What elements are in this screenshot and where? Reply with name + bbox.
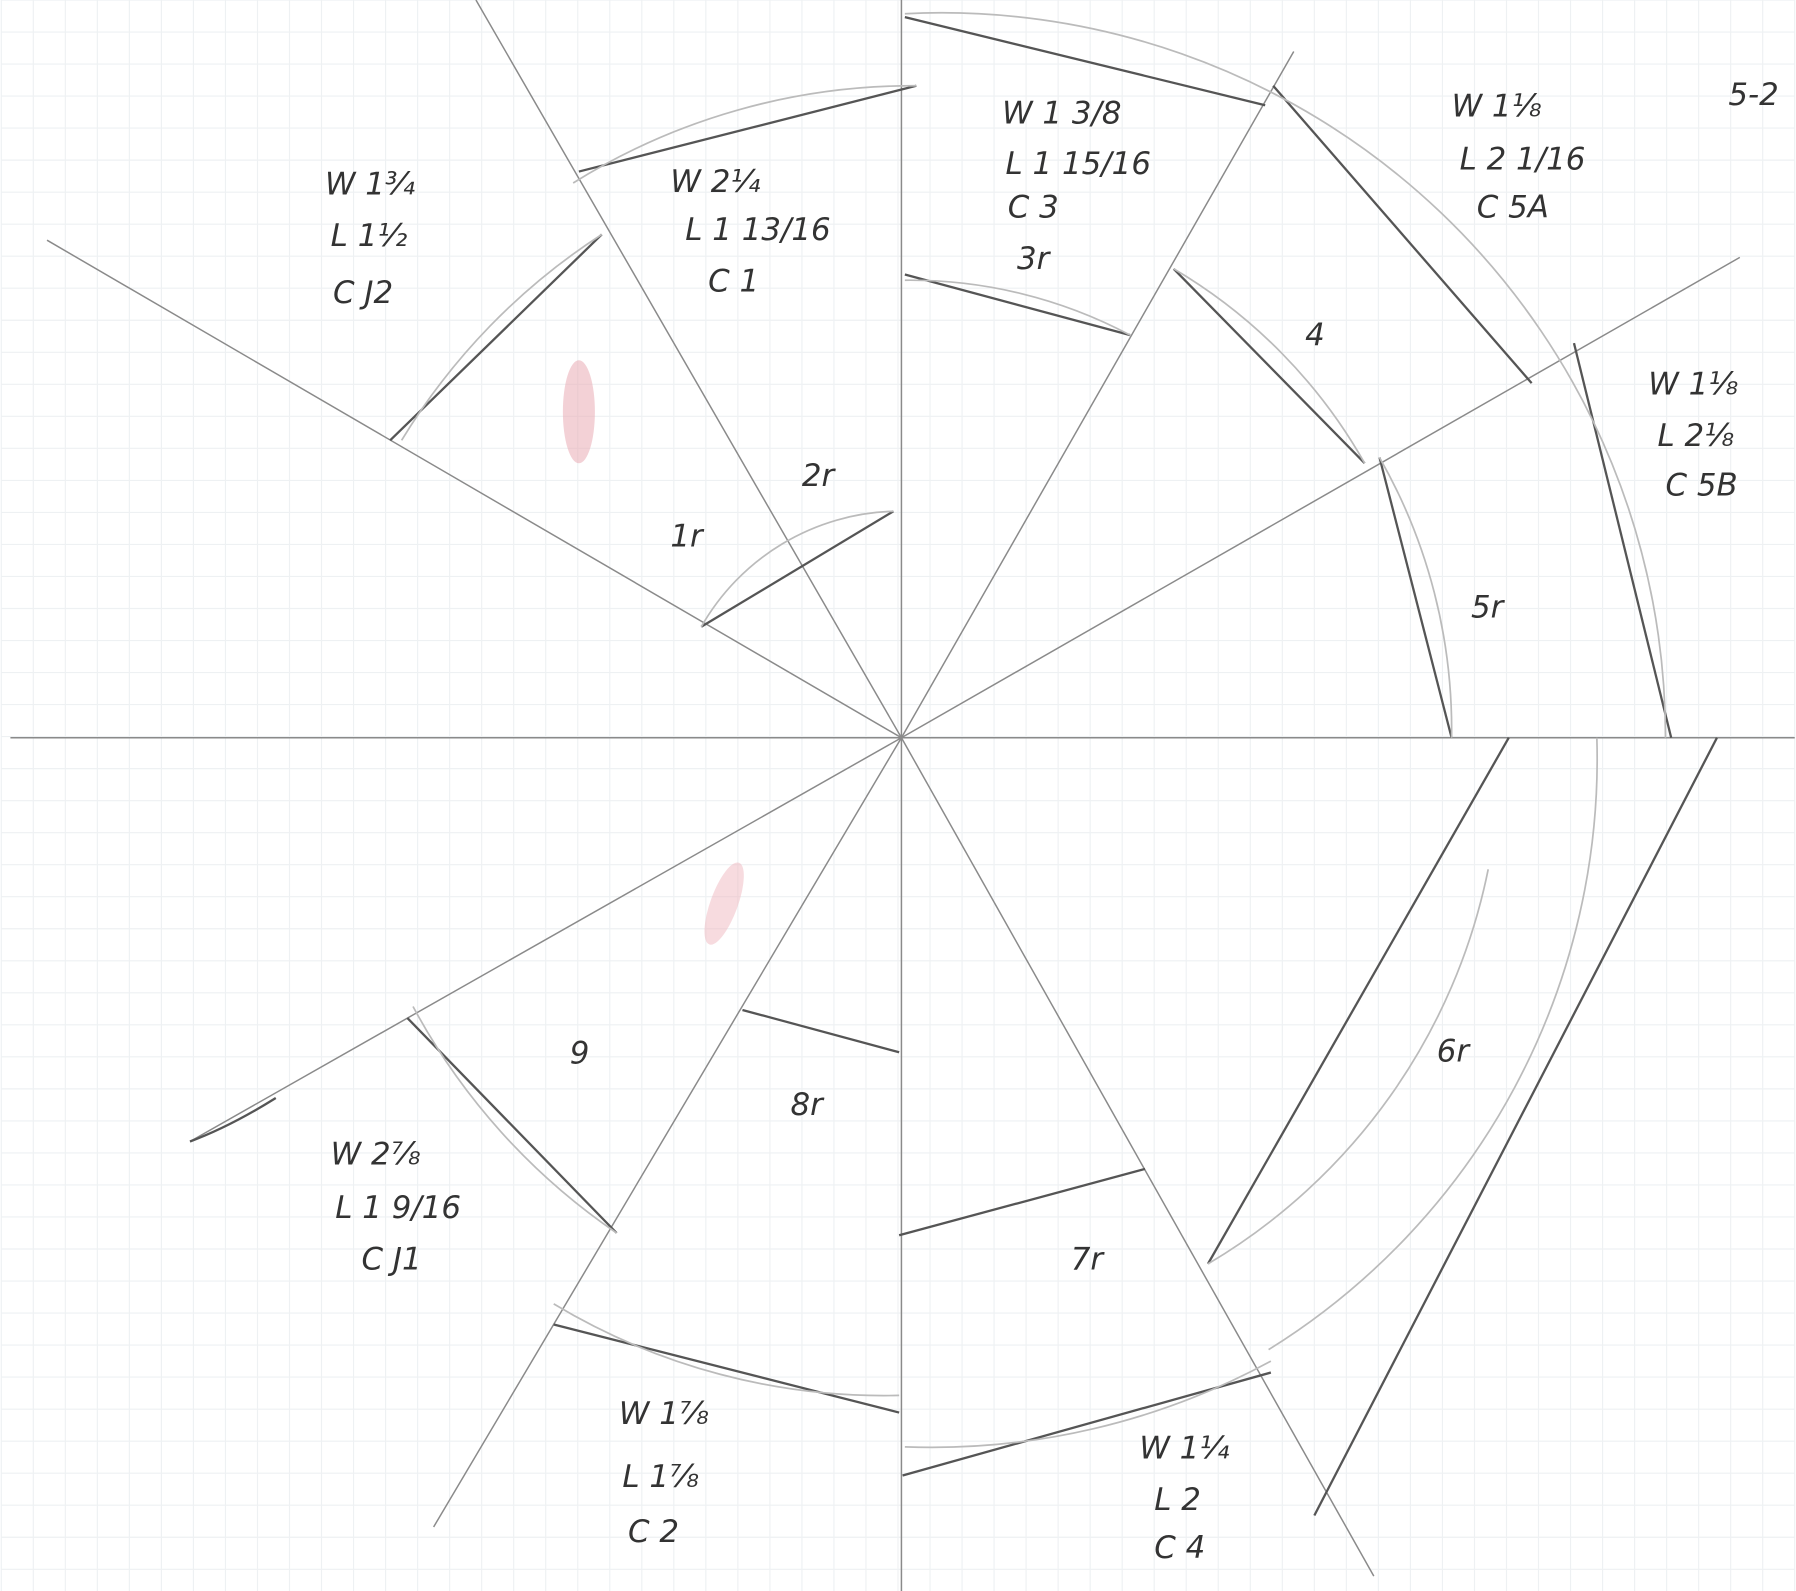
- radial-lines: [10, 0, 1794, 1591]
- piece-note: W 1⅞ L 1⅞ C 2: [619, 1396, 709, 1550]
- piece-note: W 2¼ L 1 13/16 C 1: [670, 164, 830, 300]
- note-line: C 5B: [1665, 467, 1737, 503]
- note-line: W 1¼: [1139, 1430, 1229, 1466]
- date: 5-2: [1728, 77, 1778, 113]
- piece-note: W 1⅛ L 2⅛ C 5B: [1648, 367, 1738, 504]
- note-line: W 1⅛: [1648, 367, 1738, 403]
- piece-outlines: [190, 17, 1717, 1515]
- note-line: L 2 1/16: [1460, 141, 1586, 177]
- note-line: L 1⅞: [622, 1459, 699, 1495]
- note-line: C 5A: [1477, 189, 1549, 225]
- note-line: L 1 9/16: [335, 1190, 461, 1226]
- piece-mark: 4: [1305, 317, 1325, 353]
- piece-note: W 2⅞ L 1 9/16 C J1: [331, 1136, 461, 1277]
- note-line: W 1⅞: [619, 1396, 709, 1432]
- note-line: C 4: [1154, 1530, 1205, 1566]
- note-line: L 1½: [331, 218, 408, 254]
- piece-note: W 1 3/8 L 1 15/16 C 3 3r: [1002, 96, 1151, 277]
- piece-mark: 6r: [1437, 1033, 1472, 1069]
- note-line: C 2: [628, 1514, 679, 1550]
- note-line: C 1: [708, 264, 759, 300]
- arcs: [402, 13, 1666, 1448]
- note-line: L 2⅛: [1657, 418, 1734, 454]
- note-line: 3r: [1017, 241, 1052, 277]
- note-line: L 2: [1154, 1482, 1201, 1518]
- piece-mark: 8r: [790, 1087, 825, 1123]
- piece-mark: 7r: [1071, 1242, 1106, 1278]
- note-line: W 1¾: [325, 166, 415, 202]
- note-line: C J2: [333, 275, 393, 311]
- note-line: W 2⅞: [331, 1136, 421, 1172]
- note-line: L 1 15/16: [1006, 146, 1151, 182]
- graph-paper: [1, 0, 1794, 1591]
- note-line: L 1 13/16: [685, 212, 830, 248]
- note-line: W 1⅛: [1452, 89, 1542, 125]
- piece-note: W 1¼ L 2 C 4: [1139, 1430, 1229, 1566]
- piece-note: W 1¾ L 1½ C J2: [325, 166, 415, 311]
- note-line: C 3: [1008, 189, 1059, 225]
- note-line: C J1: [362, 1242, 422, 1278]
- note-line: W 2¼: [670, 164, 760, 200]
- note-line: W 1 3/8: [1002, 96, 1122, 132]
- piece-mark: 2r: [802, 458, 837, 494]
- piece-mark: 1r: [670, 519, 705, 555]
- sketch: 5-2 W 1¾ L 1½ C J2 W 2¼ L 1 13/16 C 1 W …: [0, 0, 1796, 1591]
- piece-mark: 5r: [1471, 590, 1506, 626]
- piece-note: W 1⅛ L 2 1/16 C 5A: [1452, 89, 1586, 226]
- piece-mark: 9: [570, 1036, 590, 1072]
